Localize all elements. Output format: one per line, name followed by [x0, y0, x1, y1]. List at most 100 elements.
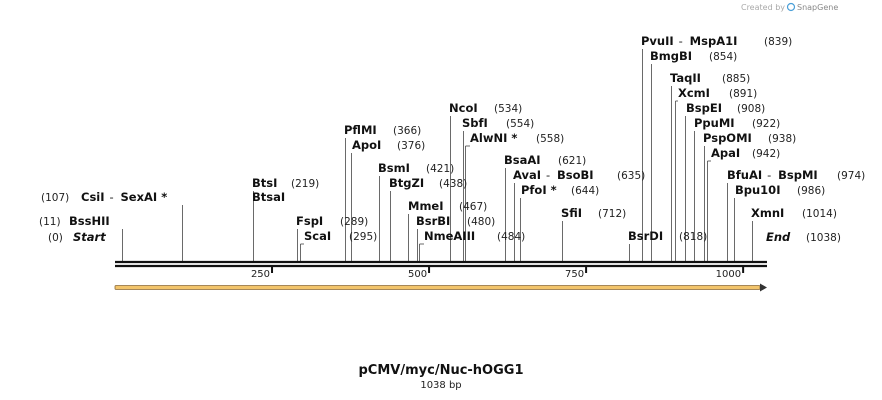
site-nmeaiii[interactable]: NmeAIII (484) [424, 229, 525, 243]
site-pvuii[interactable]: PvuII - MspA1I (839) [641, 34, 792, 48]
site-name-pflmi[interactable]: PflMI [344, 123, 377, 137]
site-bsrbi[interactable]: BsrBI (480) [416, 214, 495, 228]
site-name-avai[interactable]: AvaI [513, 168, 541, 182]
site-btsi[interactable]: BtsI (219) [252, 176, 319, 190]
site-taqii[interactable]: TaqII (885) [670, 71, 750, 85]
site-position-xcmi: (891) [729, 88, 757, 100]
site-name-nmeaiii[interactable]: NmeAIII [424, 229, 475, 243]
site-bmgbi[interactable]: BmgBI (854) [650, 49, 737, 63]
ruler-tick-label-1000: 1000 [716, 269, 741, 280]
site-position-ppumi: (922) [752, 118, 780, 130]
site-alwni[interactable]: AlwNI * (558) [470, 131, 564, 145]
site-position-btsi: (219) [291, 178, 319, 190]
site-name-xmni[interactable]: XmnI [751, 206, 784, 220]
site-partner-mspa1i[interactable]: MspA1I [690, 34, 738, 48]
site-name-bsaai[interactable]: BsaAI [504, 153, 541, 167]
map-length: 1038 bp [420, 380, 461, 391]
site-scai[interactable]: ScaI (295) [304, 229, 377, 243]
site-bsrdi[interactable]: BsrDI (818) [628, 229, 707, 243]
site-position-sbfi: (554) [506, 118, 534, 130]
site-csii[interactable]: CsiI - SexAI * (107) [41, 190, 167, 204]
feature-arrow-body[interactable] [114, 285, 761, 290]
site-position-pvuii: (839) [764, 36, 792, 48]
site-name-btgzi[interactable]: BtgZI [389, 176, 424, 190]
start-position: (0) [48, 232, 63, 244]
site-xmni[interactable]: XmnI (1014) [751, 206, 837, 220]
site-name-pspomi[interactable]: PspOMI [703, 131, 752, 145]
site-name-pfoi[interactable]: PfoI * [521, 183, 557, 197]
site-name-btsi[interactable]: BtsI [252, 176, 277, 190]
site-sfii[interactable]: SfiI (712) [561, 206, 626, 220]
site-name-scai[interactable]: ScaI [304, 229, 331, 243]
site-separator: - [679, 34, 683, 48]
site-position-bfuai: (974) [837, 170, 865, 182]
end-position: (1038) [806, 232, 841, 244]
site-pfoi[interactable]: PfoI * (644) [521, 183, 599, 197]
site-name-mmei[interactable]: MmeI [408, 199, 444, 213]
site-partner-bsobi[interactable]: BsoBI [557, 168, 594, 182]
site-name-sbfi[interactable]: SbfI [462, 116, 488, 130]
site-partner-sexai[interactable]: SexAI * [121, 190, 168, 204]
site-name-bsrdi[interactable]: BsrDI [628, 229, 663, 243]
site-name-taqii[interactable]: TaqII [670, 71, 701, 85]
site-position-pflmi: (366) [393, 125, 421, 137]
site-fspi[interactable]: FspI (289) [296, 214, 368, 228]
site-name-bspei[interactable]: BspEI [686, 101, 722, 115]
site-name-bmgbi[interactable]: BmgBI [650, 49, 692, 63]
site-ncoi[interactable]: NcoI (534) [449, 101, 522, 115]
site-position-apoi: (376) [397, 140, 425, 152]
ruler-tick-label-250: 250 [251, 269, 270, 280]
site-position-csii: (107) [41, 192, 69, 204]
site-partner-bspmi[interactable]: BspMI [778, 168, 818, 182]
site-position-pspomi: (938) [768, 133, 796, 145]
site-name-fspi[interactable]: FspI [296, 214, 323, 228]
site-position-mmei: (467) [459, 201, 487, 213]
site-mmei[interactable]: MmeI (467) [408, 199, 487, 213]
site-bpu10i[interactable]: Bpu10I (986) [735, 183, 825, 197]
enzyme-site-labels: BssHII(11) CsiI - SexAI * (107) BtsI (219) Btsa… [39, 34, 865, 243]
site-name-apoi[interactable]: ApoI [352, 138, 381, 152]
site-position-bpu10i: (986) [797, 185, 825, 197]
site-name-bsshii[interactable]: BssHII [69, 214, 110, 228]
site-apoi[interactable]: ApoI (376) [352, 138, 425, 152]
site-name-ppumi[interactable]: PpuMI [694, 116, 735, 130]
site-sbfi[interactable]: SbfI (554) [462, 116, 534, 130]
site-name-btsai[interactable]: BtsaI [252, 190, 285, 204]
site-pflmi[interactable]: PflMI (366) [344, 123, 421, 137]
site-name-xcmi[interactable]: XcmI [678, 86, 710, 100]
site-position-scai: (295) [349, 231, 377, 243]
site-position-bsmi: (421) [426, 163, 454, 175]
snapgene-credit: Created by SnapGene [741, 2, 838, 12]
sequence-backbone [115, 260, 767, 268]
site-position-bsrbi: (480) [467, 216, 495, 228]
site-bspei[interactable]: BspEI (908) [686, 101, 765, 115]
site-name-ncoi[interactable]: NcoI [449, 101, 478, 115]
site-avai[interactable]: AvaI - BsoBI (635) [513, 168, 645, 182]
site-position-avai: (635) [617, 170, 645, 182]
site-bsshii[interactable]: BssHII (11) [39, 214, 110, 228]
site-name-bsrbi[interactable]: BsrBI [416, 214, 450, 228]
site-name-apai[interactable]: ApaI [711, 146, 740, 160]
site-separator: - [546, 168, 550, 182]
site-xcmi[interactable]: XcmI (891) [678, 86, 757, 100]
site-bsmi[interactable]: BsmI (421) [378, 161, 454, 175]
site-bsaai[interactable]: BsaAI (621) [504, 153, 586, 167]
site-name-csii[interactable]: CsiI [81, 190, 105, 204]
site-ppumi[interactable]: PpuMI (922) [694, 116, 780, 130]
site-apai[interactable]: ApaI (942) [711, 146, 780, 160]
site-btsai[interactable]: BtsaI [252, 190, 285, 204]
ruler-tick-label-750: 750 [565, 269, 584, 280]
site-bfuai[interactable]: BfuAI - BspMI (974) [727, 168, 865, 182]
site-btgzi[interactable]: BtgZI (438) [389, 176, 467, 190]
site-name-pvuii[interactable]: PvuII [641, 34, 674, 48]
site-name-bpu10i[interactable]: Bpu10I [735, 183, 780, 197]
site-pspomi[interactable]: PspOMI (938) [703, 131, 796, 145]
site-name-sfii[interactable]: SfiI [561, 206, 582, 220]
site-name-bfuai[interactable]: BfuAI [727, 168, 762, 182]
site-name-alwni[interactable]: AlwNI * [470, 131, 517, 145]
feature-arrow[interactable] [114, 283, 767, 292]
map-title: pCMV/myc/Nuc-hOGG1 [359, 363, 524, 378]
site-name-bsmi[interactable]: BsmI [378, 161, 410, 175]
ruler-ticks: 250 500 750 1000 [251, 266, 745, 280]
